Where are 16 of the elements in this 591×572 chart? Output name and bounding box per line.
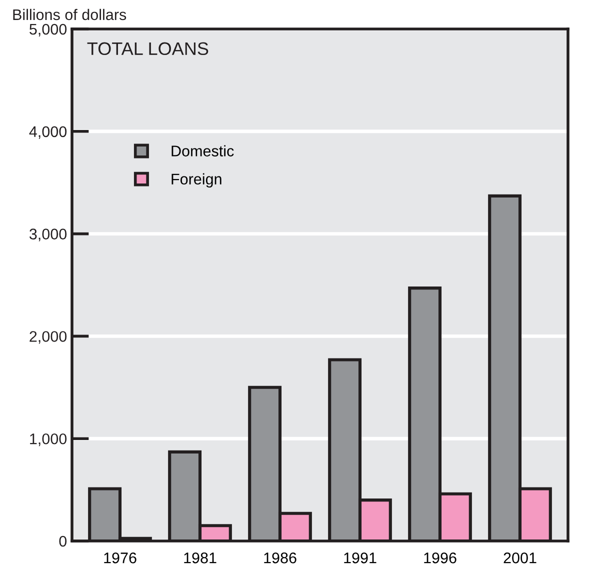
y-tick-label: 0 xyxy=(59,536,67,547)
text: TOTAL LOANS xyxy=(87,42,208,56)
y-axis-title: Billions of dollars xyxy=(13,8,126,20)
x-tick-label: 1981 xyxy=(184,552,216,564)
x-tick-label: 2001 xyxy=(504,552,536,564)
y-tick-label: 5,000 xyxy=(30,24,67,36)
x-tick-label: 1996 xyxy=(424,552,456,564)
legend-label: Foreign xyxy=(172,173,222,188)
legend-label: Domestic xyxy=(172,145,234,156)
x-tick-label: 1976 xyxy=(104,552,136,564)
y-tick-label: 2,000 xyxy=(30,331,67,344)
y-tick-label: 4,000 xyxy=(29,126,67,139)
y-tick-label: 3,000 xyxy=(29,228,67,242)
y-tick-label: 1,000 xyxy=(30,433,67,446)
x-tick-label: 1986 xyxy=(264,552,296,564)
x-tick-label: 1991 xyxy=(344,552,376,564)
